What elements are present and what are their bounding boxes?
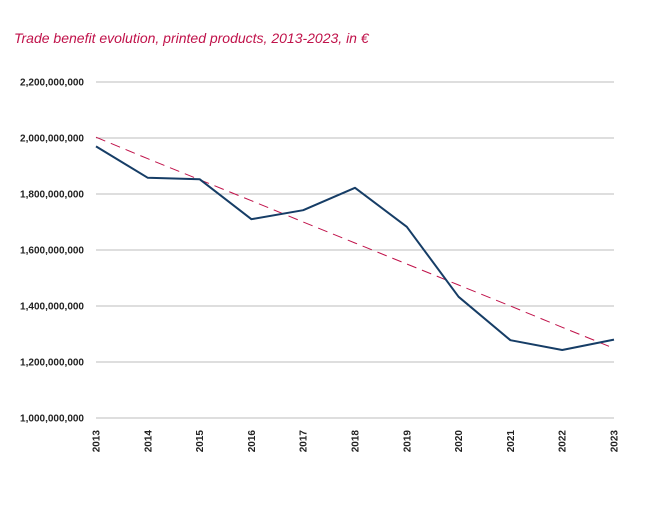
x-tick-label: 2015: [195, 430, 206, 453]
y-tick-label: 1,000,000,000: [20, 414, 84, 425]
trendline: [95, 136, 615, 349]
x-tick-label: 2018: [351, 430, 362, 453]
y-tick-label: 1,400,000,000: [20, 302, 84, 313]
x-tick-label: 2016: [247, 430, 258, 453]
x-axis-ticks: 2013 2014 2015 2016 2017 2018 2019 2020 2021 2022…: [92, 430, 621, 453]
y-axis-ticks: 1,000,000,000 1,200,000,000 1,400,000,000 1…: [20, 78, 84, 425]
x-tick-label: 2020: [454, 430, 465, 453]
x-tick-label: 2022: [558, 430, 569, 453]
y-tick-label: 1,600,000,000: [20, 246, 84, 257]
x-tick-label: 2013: [92, 430, 103, 453]
x-tick-label: 2021: [506, 430, 517, 453]
x-tick-label: 2017: [299, 430, 310, 453]
chart-title: Trade benefit evolution, printed product…: [14, 30, 369, 46]
gridlines: [96, 81, 614, 419]
y-tick-label: 2,200,000,000: [20, 78, 84, 89]
y-tick-label: 1,200,000,000: [20, 358, 84, 369]
series-line: [95, 145, 615, 351]
x-tick-label: 2014: [143, 430, 154, 453]
y-tick-label: 2,000,000,000: [20, 134, 84, 145]
y-tick-label: 1,800,000,000: [20, 190, 84, 201]
x-tick-label: 2019: [402, 430, 413, 453]
x-tick-label: 2023: [610, 430, 621, 453]
trendline-layer: [95, 136, 615, 349]
series-layer: [95, 145, 615, 351]
